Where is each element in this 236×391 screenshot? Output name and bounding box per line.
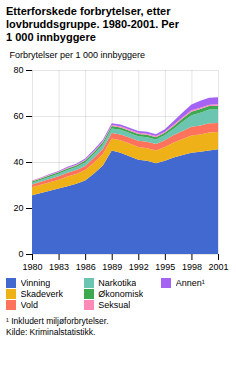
html-text:Vold: Vold (20, 300, 38, 310)
svg-text:1995: 1995 (155, 262, 175, 272)
html-text:¹ Inkludert miljøforbrytelser.: ¹ Inkludert miljøforbrytelser. (6, 315, 109, 326)
svg-text:1983: 1983 (49, 262, 69, 272)
svg-text:1998: 1998 (182, 262, 202, 272)
svg-text:0: 0 (18, 249, 23, 259)
svg-text:2001: 2001 (208, 262, 228, 272)
svg-text:20: 20 (13, 203, 23, 213)
svg-text:80: 80 (13, 65, 23, 75)
html-text:Vinning: Vinning (20, 278, 51, 288)
svg-text:1989: 1989 (102, 262, 122, 272)
html-text:Skadeverk: Skadeverk (20, 289, 63, 299)
html-text:Annen¹: Annen¹ (175, 278, 205, 288)
html-text:Kilde: Kriminalstatistikk.: Kilde: Kriminalstatistikk. (6, 326, 96, 337)
html-text:Økonomisk: Økonomisk (98, 289, 144, 299)
html-text:Narkotika: Narkotika (98, 278, 137, 288)
svg-text:Forbrytelser per 1 000 innbygg: Forbrytelser per 1 000 innbyggere (10, 50, 146, 60)
svg-text:1986: 1986 (76, 262, 96, 272)
svg-text:1980: 1980 (22, 262, 42, 272)
svg-text:1992: 1992 (129, 262, 149, 272)
svg-text:60: 60 (13, 111, 23, 121)
svg-text:40: 40 (13, 157, 23, 167)
html-text:Seksual: Seksual (98, 300, 131, 310)
html-text:Etterforskede forbrytelser, et: Etterforskede forbrytelser, etter lovbru… (6, 5, 179, 43)
